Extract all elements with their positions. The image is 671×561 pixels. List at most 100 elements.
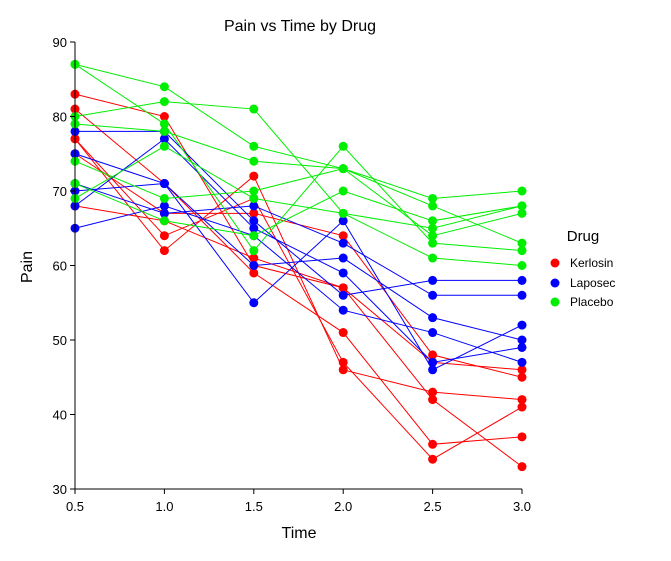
data-point — [517, 357, 527, 367]
series-line — [74, 138, 523, 363]
series-placebo-subject-7 — [70, 141, 527, 233]
y-tick-label: 90 — [53, 35, 67, 50]
series-placebo-subject-3 — [70, 97, 527, 270]
data-point — [159, 231, 169, 241]
data-point — [517, 275, 527, 285]
data-point — [338, 208, 348, 218]
x-tick-label: 2.5 — [424, 499, 442, 514]
data-point — [249, 141, 259, 151]
data-point — [428, 253, 438, 263]
series-line — [74, 123, 523, 199]
series-line — [74, 145, 523, 229]
data-point — [159, 119, 169, 129]
data-point — [428, 275, 438, 285]
data-point — [338, 283, 348, 293]
y-axis-ticks: 30 40 50 60 70 80 90 — [53, 35, 75, 497]
series-line — [74, 153, 523, 378]
series-kerlosin-subject-3 — [70, 134, 527, 464]
data-point — [428, 439, 438, 449]
data-point — [428, 365, 438, 375]
data-point — [428, 231, 438, 241]
series-placebo-subject-2 — [70, 59, 527, 256]
data-point — [249, 156, 259, 166]
data-point — [517, 462, 527, 472]
legend-entry-laposec: Laposec — [550, 276, 615, 290]
data-point — [517, 201, 527, 211]
data-point — [249, 201, 259, 211]
data-point — [249, 268, 259, 278]
legend-label-placebo: Placebo — [570, 295, 614, 309]
data-point — [159, 112, 169, 121]
series-laposec-subject-5 — [70, 134, 527, 367]
data-point — [428, 313, 438, 323]
data-point — [428, 350, 438, 360]
series-kerlosin-subject-5 — [70, 149, 527, 382]
data-point — [517, 186, 527, 196]
data-point — [517, 208, 527, 218]
y-tick-label: 40 — [53, 408, 67, 423]
data-point — [159, 208, 169, 218]
data-point — [517, 342, 527, 352]
legend-entry-kerlosin: Kerlosin — [550, 256, 613, 270]
data-point — [517, 432, 527, 442]
series-line — [74, 93, 523, 468]
data-point — [338, 328, 348, 338]
data-point — [249, 253, 259, 263]
data-point — [159, 201, 169, 211]
x-tick-label: 1.0 — [155, 499, 173, 514]
series-laposec-subject-4 — [70, 179, 527, 345]
data-point — [249, 171, 259, 181]
data-point — [338, 216, 348, 226]
data-point — [428, 395, 438, 405]
series-line — [74, 138, 523, 460]
series-kerlosin-subject-6 — [70, 201, 527, 375]
data-point — [517, 320, 527, 330]
data-point — [517, 261, 527, 270]
data-point — [249, 246, 259, 256]
data-point — [428, 216, 438, 226]
legend-label-kerlosin: Kerlosin — [570, 256, 613, 270]
data-point — [159, 246, 169, 256]
y-axis-label: Pain — [19, 251, 36, 283]
data-point — [338, 238, 348, 248]
series-line — [74, 183, 523, 237]
data-point — [249, 261, 259, 270]
data-point — [338, 141, 348, 151]
y-tick-label: 50 — [53, 333, 67, 348]
data-point — [338, 231, 348, 241]
x-tick-label: 3.0 — [513, 499, 531, 514]
chart-title: Pain vs Time by Drug — [224, 18, 376, 35]
data-point — [517, 365, 527, 375]
data-point — [338, 305, 348, 315]
data-point — [249, 193, 259, 203]
legend-marker-kerlosin — [550, 258, 560, 268]
series-line — [74, 160, 523, 244]
data-point — [428, 454, 438, 464]
data-point — [517, 246, 527, 256]
series-line — [74, 108, 523, 445]
data-point — [159, 82, 169, 92]
data-point — [517, 402, 527, 412]
data-point — [159, 179, 169, 189]
data-point — [517, 335, 527, 345]
series-line — [74, 63, 523, 252]
x-axis-label: Time — [282, 525, 317, 542]
series-line — [74, 101, 523, 266]
y-tick-label: 80 — [53, 110, 67, 125]
data-point — [338, 268, 348, 278]
x-tick-label: 1.5 — [245, 499, 263, 514]
series-line — [75, 130, 522, 296]
series-line — [74, 183, 522, 296]
data-point — [159, 126, 169, 136]
data-point — [428, 328, 438, 338]
legend-title: Drug — [567, 228, 600, 245]
data-point — [428, 357, 438, 367]
data-point — [428, 193, 438, 203]
legend-entry-placebo: Placebo — [550, 295, 614, 309]
data-point — [338, 365, 348, 375]
data-point — [517, 395, 527, 405]
data-point — [517, 238, 527, 248]
legend-label-laposec: Laposec — [570, 276, 615, 290]
legend: Drug Kerlosin Laposec Placebo — [550, 228, 615, 309]
